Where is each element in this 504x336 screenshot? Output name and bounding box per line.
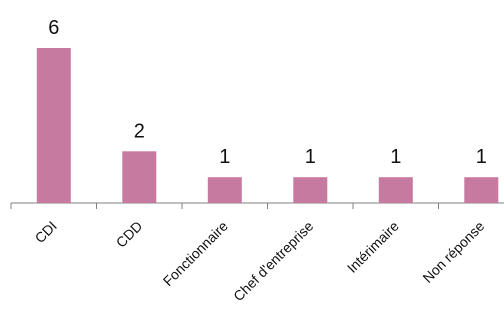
category-label: Chef d'entreprise — [230, 218, 317, 305]
data-labels: 6 2 1 1 1 1 — [48, 17, 487, 168]
bar — [464, 177, 499, 203]
category-label: Non réponse — [419, 218, 487, 286]
category-label: Intérimaire — [344, 218, 402, 276]
category-label: CDD — [113, 218, 146, 251]
data-label: 1 — [305, 146, 316, 168]
data-label: 1 — [390, 146, 401, 168]
data-label: 1 — [476, 146, 487, 168]
bar — [378, 177, 413, 203]
category-label: Fonctionnaire — [160, 218, 231, 289]
bar — [207, 177, 242, 203]
x-axis-ticks — [10, 203, 439, 209]
bar — [122, 151, 157, 203]
data-label: 6 — [48, 17, 59, 39]
category-labels: CDI CDD Fonctionnaire Chef d'entreprise Inté… — [32, 218, 488, 305]
category-label: CDI — [32, 218, 60, 246]
bar — [36, 48, 71, 203]
data-label: 1 — [219, 146, 230, 168]
bar — [293, 177, 328, 203]
data-label: 2 — [134, 120, 145, 142]
bar-series — [36, 48, 499, 203]
